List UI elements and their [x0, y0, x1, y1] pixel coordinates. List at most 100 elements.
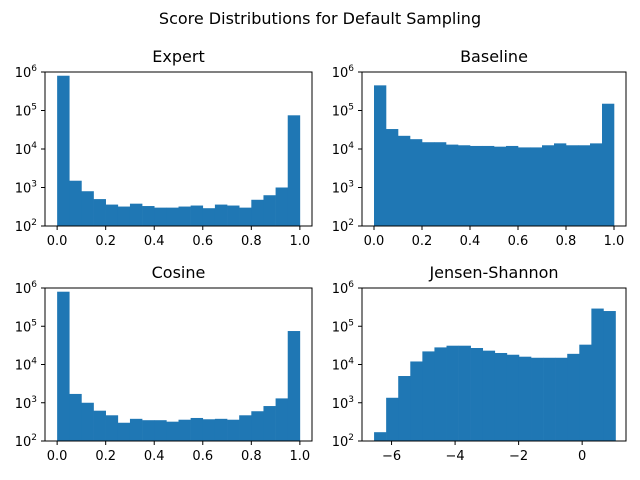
histogram-bar	[142, 206, 155, 226]
histogram-bar	[434, 347, 447, 441]
histogram-bar	[239, 415, 252, 441]
histogram-bar	[494, 352, 508, 441]
histogram-bar	[214, 204, 228, 226]
y-tick-label: 105	[332, 318, 354, 335]
histogram-bar	[374, 432, 387, 441]
histogram-bar	[386, 129, 399, 226]
histogram-bar	[591, 308, 604, 441]
y-tick-label: 105	[15, 318, 37, 335]
histogram-bar	[105, 415, 119, 441]
histogram-bar	[81, 191, 94, 226]
histogram-bar	[398, 376, 411, 441]
x-tick-label: −4	[445, 449, 464, 464]
histogram-bar	[590, 143, 603, 226]
x-tick-label: 0.8	[241, 234, 262, 249]
x-tick-label: 0.0	[47, 234, 68, 249]
x-tick-label: 0.2	[95, 234, 116, 249]
x-tick-label: 0.6	[192, 234, 213, 249]
histogram-bar	[263, 406, 276, 441]
subplot-title: Jensen-Shannon	[428, 263, 558, 282]
y-tick-label: 106	[332, 280, 355, 297]
histogram-bar	[69, 180, 82, 226]
histogram-bar	[287, 115, 301, 226]
histogram-bar	[178, 419, 191, 441]
y-tick-label: 103	[332, 395, 354, 412]
x-tick-label: 0.2	[412, 234, 433, 249]
histogram-bar	[386, 397, 399, 441]
histogram-bar	[566, 145, 579, 226]
histogram-bar	[117, 422, 131, 441]
histogram-bar	[129, 418, 143, 441]
x-tick-label: 0	[578, 449, 586, 464]
histogram-bar	[446, 345, 459, 441]
histogram-bar	[410, 139, 423, 226]
x-tick-label: −2	[509, 449, 528, 464]
histogram-bar	[190, 205, 204, 226]
histogram-bar	[105, 204, 119, 226]
y-tick-label: 104	[332, 357, 355, 374]
y-tick-label: 104	[332, 141, 355, 158]
histogram-bar	[117, 206, 131, 226]
histogram-bar	[275, 187, 289, 226]
histogram-bar	[214, 418, 228, 441]
y-tick-label: 102	[332, 218, 354, 235]
y-tick-label: 106	[15, 280, 38, 297]
subplot-expert: Expert 0.0 0.2 0.4 0.6 0.8 1.0 102 103 104 105 106	[15, 47, 313, 249]
histogram-bar	[251, 199, 264, 226]
histogram-bar	[142, 420, 155, 441]
subplot-title: Expert	[152, 47, 204, 66]
y-tick-label: 103	[332, 180, 354, 197]
histogram-bar	[579, 344, 592, 441]
histogram-bar	[603, 311, 616, 441]
histogram-bar	[470, 348, 484, 441]
histogram-bar	[422, 351, 435, 441]
x-tick-label: 1.0	[290, 449, 311, 464]
histogram-bar	[602, 103, 615, 226]
histogram-bar	[434, 142, 447, 226]
histogram-bar	[543, 357, 556, 441]
histogram-bar	[251, 411, 264, 441]
x-tick-label: 1.0	[604, 234, 625, 249]
histogram-bar	[227, 419, 240, 441]
histogram-bar	[190, 417, 204, 441]
histogram-bar	[530, 147, 543, 226]
histogram-bar	[567, 353, 580, 441]
y-tick-label: 102	[332, 433, 354, 450]
histogram-bar	[178, 206, 191, 226]
histogram-bar	[494, 146, 507, 226]
histogram-bar	[470, 145, 483, 226]
histogram-bar	[458, 145, 471, 226]
histogram-bar	[578, 145, 591, 226]
histogram-bar	[374, 85, 387, 226]
x-tick-label: 0.8	[556, 234, 577, 249]
subplot-title: Baseline	[460, 47, 528, 66]
histogram-bar	[555, 357, 568, 441]
histogram-bar	[154, 420, 167, 441]
histogram-bar	[287, 331, 301, 441]
x-tick-label: 0.6	[192, 449, 213, 464]
histogram-bar	[93, 199, 106, 226]
subplot-jensen-shannon: Jensen-Shannon −6 −4 −2 0 102 103 104 105 106	[332, 263, 627, 464]
x-tick-label: 0.2	[95, 449, 116, 464]
histogram-bar	[202, 208, 216, 226]
y-tick-label: 103	[15, 395, 37, 412]
x-tick-label: 0.8	[241, 449, 262, 464]
x-tick-label: 0.6	[508, 234, 529, 249]
histogram-bar	[129, 203, 143, 226]
x-tick-label: −6	[382, 449, 401, 464]
histogram-bar	[531, 357, 544, 441]
histogram-bar	[275, 398, 289, 441]
histogram-bar	[422, 142, 435, 226]
histogram-bar	[398, 135, 411, 226]
subplot-baseline: Baseline 0.0 0.2 0.4 0.6 0.8 1.0 102 103 104 105 10…	[332, 47, 627, 249]
histogram-bar	[506, 354, 520, 441]
y-tick-label: 106	[15, 64, 38, 81]
histogram-bar	[69, 393, 82, 441]
x-tick-label: 0.0	[364, 234, 385, 249]
histogram-bar	[458, 345, 471, 441]
histogram-bar	[166, 207, 179, 226]
histogram-bar	[93, 410, 106, 441]
histogram-bar	[239, 207, 252, 226]
histogram-bar	[410, 361, 423, 441]
